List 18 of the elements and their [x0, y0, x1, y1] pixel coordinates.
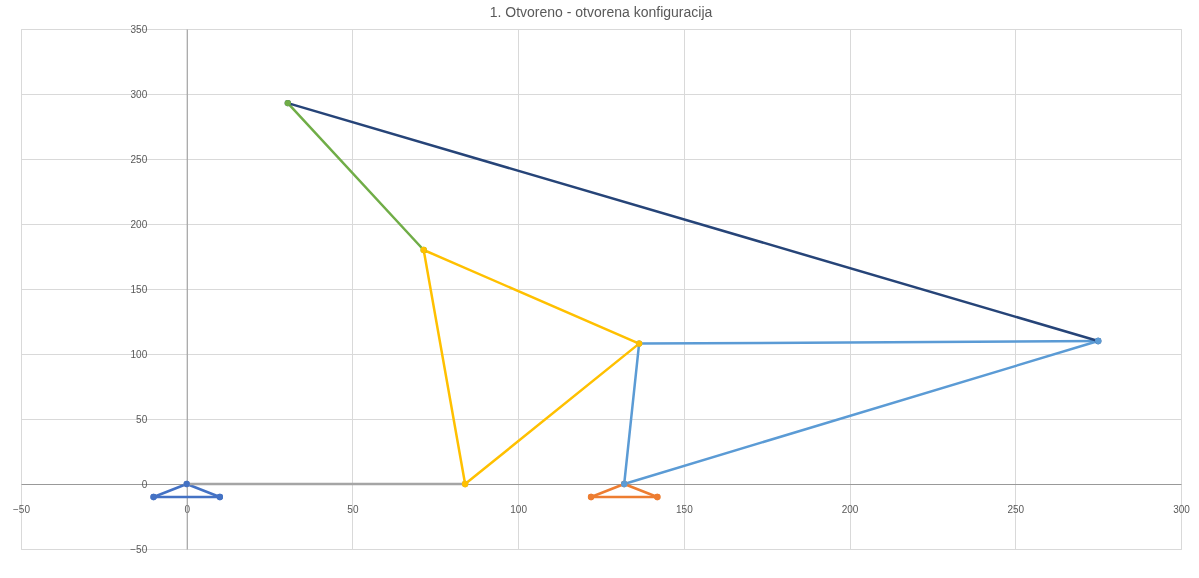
x-tick-label: 300 — [1173, 503, 1191, 515]
x-tick-label: 100 — [510, 503, 528, 515]
y-tick-label: 300 — [130, 88, 148, 100]
y-tick-label: 100 — [130, 348, 148, 360]
x-tick-label: −50 — [13, 503, 31, 515]
y-tick-label: 250 — [130, 153, 148, 165]
x-tick-label: 250 — [1007, 503, 1025, 515]
y-tick-label: 50 — [136, 413, 148, 425]
y-tick-label: 350 — [130, 23, 148, 35]
y-tick-label: 200 — [130, 218, 148, 230]
x-tick-label: 50 — [347, 503, 359, 515]
x-tick-label: 150 — [676, 503, 694, 515]
x-tick-label: 0 — [184, 503, 191, 515]
x-tick-label: 200 — [841, 503, 859, 515]
y-tick-label: −50 — [130, 543, 148, 555]
y-tick-label: 150 — [130, 283, 148, 295]
chart-title: 1. Otvoreno - otvorena konfiguracija — [489, 4, 713, 20]
y-tick-label: 0 — [141, 478, 148, 490]
